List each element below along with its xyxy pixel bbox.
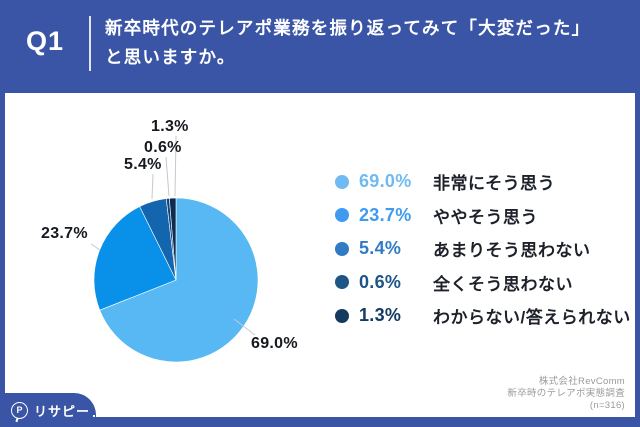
risapee-logo: P リサピー	[0, 393, 96, 427]
source-credits: 株式会社RevComm 新卒時のテレアポ実態調査 (n=316)	[507, 376, 625, 412]
legend-percentage: 1.3%	[359, 305, 402, 326]
legend-label: わからない/答えられない	[433, 308, 631, 328]
pie-value-label-4: 1.3%	[151, 118, 189, 135]
question-text: 新卒時代のテレアポ業務を振り返ってみて「大変だった」 と思いますか。	[105, 14, 590, 72]
pie-slice-1	[93, 206, 177, 311]
leader-line-0	[233, 318, 256, 336]
question-line-1: 新卒時代のテレアポ業務を振り返ってみて「大変だった」	[105, 18, 591, 38]
leader-line-4	[174, 135, 177, 197]
legend-item-4: 1.3% わからない/答えられない	[335, 299, 631, 333]
legend-percentage: 69.0%	[359, 171, 412, 192]
pie-value-label-3: 0.6%	[144, 139, 182, 156]
risapee-logo-icon: P	[11, 401, 28, 419]
legend-item-3: 0.6% 全くそう思わない	[335, 266, 631, 300]
credit-company: 株式会社RevComm	[538, 376, 625, 387]
pie-value-label-0: 69.0%	[251, 335, 298, 352]
pie-chart	[90, 135, 259, 363]
legend-color-dot	[335, 174, 349, 189]
legend-percentage: 0.6%	[359, 271, 402, 292]
credit-sample-size: (n=316)	[589, 400, 625, 411]
legend-color-dot	[335, 241, 349, 256]
question-line-2: と思いますか。	[105, 47, 236, 67]
legend-label: 非常にそう思う	[433, 174, 556, 194]
chart-card: 69.0% 23.7% 5.4% 0.6% 1.3% 69.0% 非常にそう思う 23.7%…	[5, 93, 635, 417]
legend-percentage: 5.4%	[359, 238, 402, 259]
credit-survey: 新卒時のテレアポ実態調査	[507, 388, 625, 399]
pie-slice-4	[168, 197, 177, 281]
legend-color-dot	[335, 275, 349, 290]
risapee-logo-text: リサピー	[34, 401, 96, 420]
leader-line-1	[90, 243, 101, 251]
legend: 69.0% 非常にそう思う 23.7% ややそう思う 5.4% あまりそう思わない 0.6%…	[335, 165, 631, 333]
legend-percentage: 23.7%	[359, 204, 412, 225]
header: Q1 新卒時代のテレアポ業務を振り返ってみて「大変だった」 と思いますか。	[0, 0, 640, 93]
legend-label: ややそう思う	[433, 207, 538, 227]
legend-item-0: 69.0% 非常にそう思う	[335, 165, 631, 199]
pie-value-label-2: 5.4%	[124, 156, 162, 173]
legend-label: 全くそう思わない	[433, 274, 573, 294]
legend-item-2: 5.4% あまりそう思わない	[335, 232, 631, 266]
header-divider	[89, 16, 91, 71]
leader-line-2	[151, 173, 154, 200]
pie-value-label-1: 23.7%	[41, 225, 88, 242]
legend-label: あまりそう思わない	[433, 241, 591, 261]
legend-color-dot	[335, 208, 349, 223]
legend-color-dot	[335, 308, 349, 323]
legend-item-1: 23.7% ややそう思う	[335, 199, 631, 233]
question-number: Q1	[25, 26, 65, 56]
leader-line-3	[165, 156, 170, 197]
